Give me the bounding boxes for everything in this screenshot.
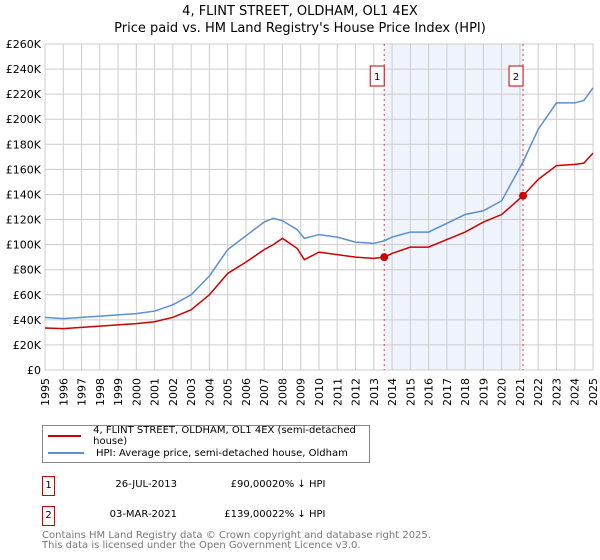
price-paid-line — [44, 152, 594, 330]
y-tick-label: £260K — [6, 38, 42, 51]
x-tick-label: 2011 — [331, 378, 344, 406]
x-tick-label: 2020 — [496, 378, 509, 406]
x-tick-label: 2007 — [258, 378, 271, 406]
x-tick-label: 2012 — [350, 378, 363, 406]
x-tick-label: 2015 — [404, 378, 417, 406]
marker-label: 1 — [374, 72, 380, 83]
x-tick-label: 1997 — [76, 378, 89, 406]
x-tick-label: 2019 — [477, 378, 490, 406]
y-tick-label: £100K — [6, 239, 42, 252]
legend-swatch — [48, 452, 84, 454]
marker-box — [369, 65, 385, 87]
hpi-line — [44, 87, 594, 320]
transaction-hpi-diff: 22% ↓ HPI — [272, 509, 326, 520]
x-tick-label: 2025 — [587, 378, 600, 406]
x-tick-label: 2017 — [441, 378, 454, 406]
y-tick-label: £180K — [6, 138, 42, 151]
x-tick-label: 2021 — [514, 378, 527, 406]
marker-box — [508, 65, 524, 87]
transaction-date: 03-MAR-2021 — [109, 509, 177, 520]
plot-area: 1995 1996 1997 1998 1999 2000 2001 2002 2003 2004… — [6, 38, 600, 406]
shaded-period — [384, 44, 524, 370]
footer: Contains HM Land Registry data © Crown c… — [42, 531, 431, 551]
marker-label: 2 — [513, 72, 519, 83]
y-tick-label: £220K — [6, 88, 42, 101]
x-tick-label: 2003 — [185, 378, 198, 406]
transaction-price: £139,000 — [224, 509, 272, 520]
sale-point — [380, 253, 389, 262]
x-tick-label: 2018 — [459, 378, 472, 406]
y-tick-label: £140K — [6, 188, 42, 201]
transaction-row: 2 03-MAR-2021 £139,000 22% ↓ HPI — [42, 506, 442, 526]
x-tick-label: 2001 — [149, 378, 162, 406]
y-tick-label: £120K — [6, 214, 42, 227]
transaction-price: £90,000 — [230, 479, 272, 490]
plot-border — [44, 43, 594, 371]
x-tick-label: 2016 — [423, 378, 436, 406]
y-tick-label: £0 — [27, 364, 41, 377]
transaction-row: 1 26-JUL-2013 £90,000 20% ↓ HPI — [42, 476, 442, 496]
legend-item-hpi: HPI: Average price, semi-detached house,… — [48, 446, 348, 460]
y-tick-label: £80K — [13, 264, 42, 277]
y-tick-label: £40K — [13, 314, 42, 327]
legend: 4, FLINT STREET, OLDHAM, OL1 4EX (semi-d… — [42, 425, 370, 463]
transaction-number: 2 — [42, 506, 55, 526]
transaction-hpi-diff: 20% ↓ HPI — [272, 479, 326, 490]
x-tick-label: 2024 — [569, 378, 582, 406]
chart-title: 4, FLINT STREET, OLDHAM, OL1 4EX — [182, 4, 418, 19]
transaction-number: 1 — [42, 476, 55, 496]
sale-point — [519, 191, 528, 200]
x-tick-label: 2013 — [368, 378, 381, 406]
x-tick-label: 2008 — [276, 378, 289, 406]
chart-subtitle: Price paid vs. HM Land Registry's House … — [114, 21, 486, 36]
x-tick-label: 2002 — [167, 378, 180, 406]
footer-line: Contains HM Land Registry data © Crown c… — [42, 530, 431, 541]
legend-item-property: 4, FLINT STREET, OLDHAM, OL1 4EX (semi-d… — [48, 425, 369, 447]
transaction-date: 26-JUL-2013 — [115, 479, 177, 490]
legend-label: 4, FLINT STREET, OLDHAM, OL1 4EX (semi-d… — [93, 425, 356, 447]
footer-line: This data is licensed under the Open Gov… — [42, 540, 361, 551]
y-tick-label: £200K — [6, 113, 42, 126]
x-tick-label: 2006 — [240, 378, 253, 406]
x-tick-label: 1998 — [94, 378, 107, 406]
x-tick-label: 1999 — [112, 378, 125, 406]
x-tick-label: 2014 — [386, 378, 399, 406]
legend-swatch — [48, 435, 82, 437]
x-tick-label: 2022 — [532, 378, 545, 406]
x-tick-label: 2005 — [222, 378, 235, 406]
y-tick-label: £20K — [13, 339, 42, 352]
x-tick-label: 1995 — [39, 378, 52, 406]
y-tick-label: £240K — [6, 63, 42, 76]
x-tick-label: 2010 — [313, 378, 326, 406]
x-tick-label: 2009 — [295, 378, 308, 406]
x-tick-label: 2004 — [203, 378, 216, 406]
x-tick-label: 1996 — [57, 378, 70, 406]
y-tick-label: £160K — [6, 163, 42, 176]
y-tick-label: £60K — [13, 289, 42, 302]
legend-label: HPI: Average price, semi-detached house,… — [96, 447, 348, 459]
x-tick-label: 2000 — [130, 378, 143, 406]
x-tick-label: 2023 — [550, 378, 563, 406]
